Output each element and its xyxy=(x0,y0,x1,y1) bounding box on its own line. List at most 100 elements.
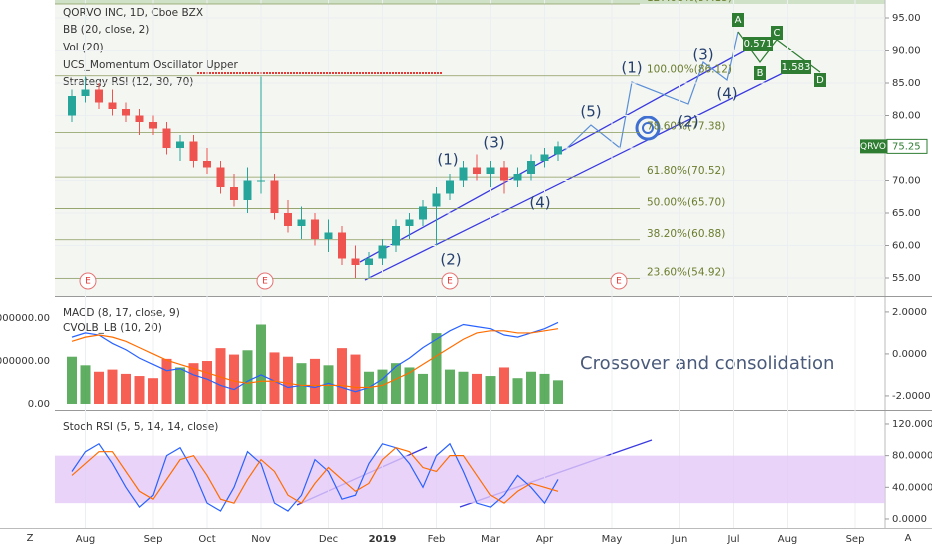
candle-body xyxy=(486,167,495,174)
wave-label: (1) xyxy=(437,151,458,169)
y-tick-label: 70.00 xyxy=(892,175,921,186)
wave-label: (1) xyxy=(621,59,642,77)
x-tick-label: Sep xyxy=(144,534,163,545)
indicator-label: Strategy RSI (12, 30, 70) xyxy=(63,76,193,88)
volume-bar xyxy=(242,350,253,404)
y-tick-label: 90.00 xyxy=(892,46,921,57)
volume-bar xyxy=(431,333,442,404)
candle-body xyxy=(527,160,535,174)
volume-bar xyxy=(269,352,280,404)
candle-body xyxy=(135,115,144,123)
candle-body xyxy=(392,225,400,246)
scale-button[interactable]: A xyxy=(905,533,912,544)
indicator-label: Vol (20) xyxy=(63,42,104,54)
x-tick-label: Jun xyxy=(671,534,688,545)
volume-bar xyxy=(121,373,131,404)
wave-label: (2) xyxy=(440,251,461,269)
price-tag xyxy=(886,138,928,154)
volume-bar xyxy=(229,354,239,404)
y-tick-label: 95.00 xyxy=(892,13,921,24)
candle-body xyxy=(554,146,562,155)
wave-label: (5) xyxy=(580,103,601,121)
y-tick-label: 60.00 xyxy=(892,240,921,251)
earnings-label: E xyxy=(447,277,453,287)
volume-bar xyxy=(202,361,212,404)
candle-body xyxy=(216,167,225,187)
volume-bar xyxy=(377,369,388,404)
y-tick-label: 2.0000 xyxy=(892,307,927,318)
pattern-box xyxy=(814,73,826,87)
y-tick-label: 0.0000 xyxy=(892,349,927,360)
candle-body xyxy=(108,102,117,110)
earnings-marker xyxy=(79,272,97,290)
x-tick-label: Sep xyxy=(846,534,865,545)
x-tick-label: Aug xyxy=(76,534,96,545)
candle-body xyxy=(459,167,468,181)
candle-body xyxy=(338,232,346,259)
candle-body xyxy=(351,258,360,265)
candle-body xyxy=(68,96,76,116)
series-line xyxy=(71,321,559,393)
price-label: 75.25 xyxy=(892,141,921,152)
volume-bar xyxy=(512,378,523,404)
candle-body xyxy=(513,173,522,181)
y-tick-label: 120.0000 xyxy=(892,419,932,430)
volume-bar xyxy=(485,376,496,404)
volume-bar xyxy=(175,367,185,404)
x-tick-label: May xyxy=(602,534,623,545)
candle-body xyxy=(203,160,211,168)
scale-button[interactable]: Z xyxy=(27,533,34,544)
volume-bar xyxy=(526,371,536,404)
candle-body xyxy=(446,180,454,194)
volume-bar xyxy=(472,373,482,404)
indicator-label: Stoch RSI (5, 5, 14, 14, close) xyxy=(63,421,218,433)
volume-bar xyxy=(256,324,266,404)
indicator-label: BB (20, close, 2) xyxy=(63,24,149,36)
y-tick-label: 80.0000 xyxy=(892,451,932,462)
wave-label: (4) xyxy=(716,85,737,103)
ratio-box xyxy=(781,60,811,74)
x-tick-label: Feb xyxy=(428,534,446,545)
series-line xyxy=(71,442,559,512)
candle-body xyxy=(324,232,333,239)
ticker-label: QRVO xyxy=(860,142,886,152)
volume-bar xyxy=(161,358,172,404)
pattern-label: B xyxy=(757,68,764,79)
indicator-label: UCS_Momentum Oscillator Upper xyxy=(63,59,238,71)
y-tick-label: 2000000.00 xyxy=(0,356,50,367)
volume-bar xyxy=(107,369,118,404)
candle-body xyxy=(149,122,157,129)
earnings-marker xyxy=(441,272,459,290)
volume-bar xyxy=(310,358,320,404)
pattern-box xyxy=(732,13,744,27)
indicator-label: CVOLB_LB (10, 20) xyxy=(63,322,162,334)
volume-bar xyxy=(283,356,293,404)
volume-bar xyxy=(94,371,104,404)
annotation: Crossover and consolidation xyxy=(580,353,834,374)
x-tick-label: Jul xyxy=(726,534,739,545)
x-tick-label: Dec xyxy=(319,534,338,545)
earnings-marker xyxy=(256,272,274,290)
volume-bar xyxy=(458,371,469,404)
volume-bar xyxy=(404,367,415,404)
y-tick-label: 4000000.00 xyxy=(0,313,50,324)
volume-bar xyxy=(350,354,361,404)
candle-body xyxy=(500,167,508,181)
wave-path xyxy=(564,31,739,151)
candle-body xyxy=(419,206,427,220)
fib-band xyxy=(55,0,885,4)
volume-bar xyxy=(445,369,455,404)
candle-body xyxy=(230,186,238,200)
candle-body xyxy=(297,219,306,226)
volume-bar xyxy=(418,373,428,404)
candle-body xyxy=(432,193,441,207)
ratio-label: 1.583 xyxy=(782,62,811,73)
pattern-label: A xyxy=(735,15,742,26)
pattern-box xyxy=(771,26,783,40)
candle-body xyxy=(189,141,198,161)
candle-body xyxy=(378,245,387,259)
x-tick-label: Nov xyxy=(251,534,271,545)
y-tick-label: 65.00 xyxy=(892,208,921,219)
fib-label: 38.20%(60.88) xyxy=(647,228,725,240)
y-tick-label: 40.0000 xyxy=(892,482,932,493)
